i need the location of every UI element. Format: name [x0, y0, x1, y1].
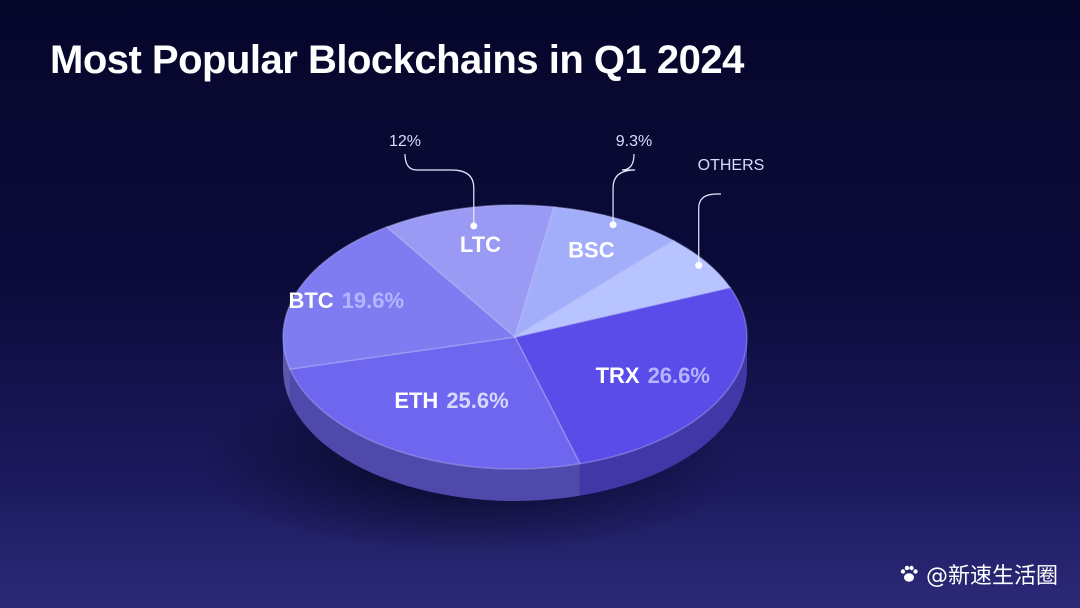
- slice-btc: [282, 226, 517, 370]
- slice-ltc: [385, 204, 555, 339]
- callout-label-ltc: 12%: [389, 133, 421, 150]
- slice-others: [514, 239, 732, 338]
- paw-icon: [900, 565, 918, 582]
- callout-line-bsc: [612, 153, 636, 225]
- slice-bsc: [513, 206, 676, 339]
- callout-line-others: [698, 193, 721, 266]
- slice-label-btc: BTC 19.6%: [288, 288, 404, 313]
- slice-eth: [288, 336, 582, 470]
- slice-side-trx: [579, 337, 747, 496]
- watermark-text: @新速生活圈: [925, 564, 1058, 589]
- slice-label-trx: TRX 26.6%: [596, 363, 710, 388]
- pie-labels: TRX 26.6% ETH 25.6% BTC 19.6% LTC BSC: [288, 232, 709, 413]
- slice-label-ltc: LTC: [460, 232, 501, 257]
- pie-tops: [282, 204, 748, 470]
- callout-line-ltc: [404, 153, 475, 226]
- slice-trx: [513, 286, 748, 465]
- pie-sides: [283, 337, 747, 502]
- callout-dot-ltc: [470, 222, 478, 230]
- slice-label-bsc: BSC: [568, 238, 615, 263]
- callout-dot-bsc: [609, 221, 617, 229]
- slice-side-eth: [289, 369, 580, 502]
- slice-label-eth: ETH 25.6%: [394, 388, 508, 413]
- callout-label-bsc: 9.3%: [616, 133, 652, 150]
- slice-side-btc: [283, 337, 290, 402]
- callout-label-others: OTHERS: [698, 157, 765, 174]
- callout-dot-others: [695, 261, 703, 269]
- watermark: @新速生活圈: [898, 560, 1058, 589]
- pie-callouts: 12% 9.3% OTHERS: [389, 133, 764, 269]
- chart-title: Most Popular Blockchains in Q1 2024: [50, 38, 744, 82]
